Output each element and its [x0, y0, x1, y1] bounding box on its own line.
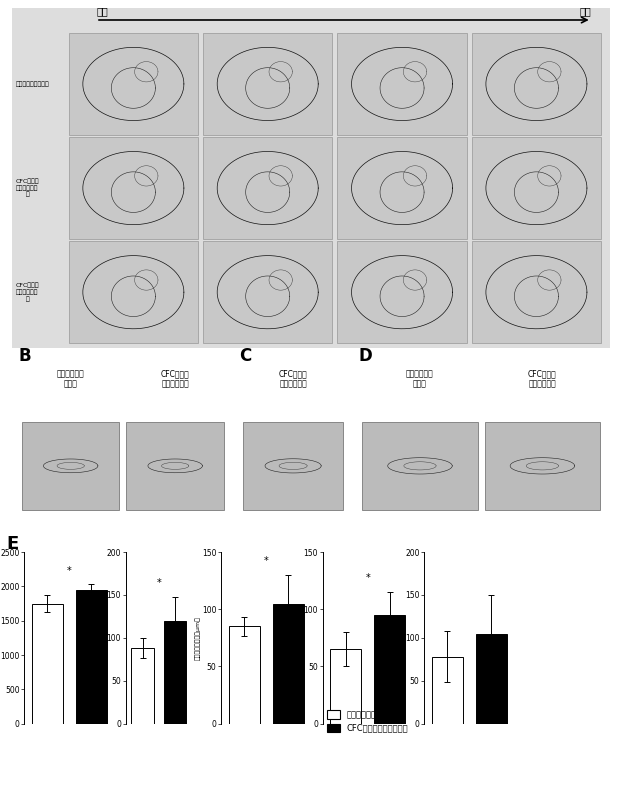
Text: D: D	[359, 347, 373, 365]
Bar	[330, 650, 361, 723]
FancyBboxPatch shape	[203, 33, 333, 135]
FancyBboxPatch shape	[203, 242, 333, 343]
FancyBboxPatch shape	[22, 422, 119, 509]
Text: 前側: 前側	[96, 6, 108, 16]
FancyBboxPatch shape	[68, 137, 198, 238]
Text: CFC症候群
モデルマウス: CFC症候群 モデルマウス	[160, 369, 190, 388]
Text: *: *	[67, 566, 72, 576]
Text: コントロール
マウス: コントロール マウス	[406, 369, 434, 388]
Y-axis label: 肺動脈弁の厚み（μm）: 肺動脈弁の厚み（μm）	[100, 616, 105, 660]
Bar	[432, 657, 463, 723]
Y-axis label: 大動脈弁の厚み（μm）: 大動脈弁の厚み（μm）	[195, 616, 201, 660]
Text: C: C	[239, 347, 251, 365]
Text: CFC症候群
モデルマウス: CFC症候群 モデルマウス	[528, 369, 557, 388]
FancyBboxPatch shape	[471, 242, 601, 343]
Text: B: B	[19, 347, 31, 365]
Bar	[229, 626, 260, 723]
FancyBboxPatch shape	[203, 137, 333, 238]
Bar	[32, 603, 63, 723]
Text: A: A	[9, 0, 24, 2]
FancyBboxPatch shape	[471, 33, 601, 135]
FancyBboxPatch shape	[337, 242, 467, 343]
Text: コントロールマウス: コントロールマウス	[16, 81, 49, 87]
Text: コントロール
マウス: コントロール マウス	[57, 369, 85, 388]
Legend: コントロールマウス, CFC症候群モデルマウス: コントロールマウス, CFC症候群モデルマウス	[327, 710, 408, 732]
Bar	[476, 633, 507, 723]
Bar	[131, 648, 154, 723]
FancyBboxPatch shape	[363, 422, 478, 509]
Text: *: *	[156, 578, 161, 588]
Text: CFC症候群
モデルマウス: CFC症候群 モデルマウス	[279, 369, 307, 388]
FancyBboxPatch shape	[485, 422, 600, 509]
Text: CFC症候群
モデルマウス
甲: CFC症候群 モデルマウス 甲	[16, 178, 39, 197]
Bar	[76, 590, 106, 723]
FancyBboxPatch shape	[68, 242, 198, 343]
FancyBboxPatch shape	[243, 422, 343, 509]
FancyBboxPatch shape	[68, 33, 198, 135]
Text: E: E	[6, 534, 19, 553]
FancyBboxPatch shape	[337, 137, 467, 238]
Bar	[164, 620, 186, 723]
Text: *: *	[264, 556, 269, 566]
Bar	[272, 603, 304, 723]
Bar	[374, 615, 405, 723]
Text: CFC症候群
モデルマウス
乙: CFC症候群 モデルマウス 乙	[16, 283, 39, 302]
FancyBboxPatch shape	[126, 422, 224, 509]
Text: *: *	[365, 573, 370, 583]
FancyBboxPatch shape	[471, 137, 601, 238]
Y-axis label: 三尖弁の厚み（μm）: 三尖弁の厚み（μm）	[297, 618, 302, 658]
Y-axis label: 僧帽弁の厚み（μm）: 僧帽弁の厚み（μm）	[398, 618, 404, 658]
FancyBboxPatch shape	[337, 33, 467, 135]
Text: 後側: 後側	[580, 6, 592, 16]
